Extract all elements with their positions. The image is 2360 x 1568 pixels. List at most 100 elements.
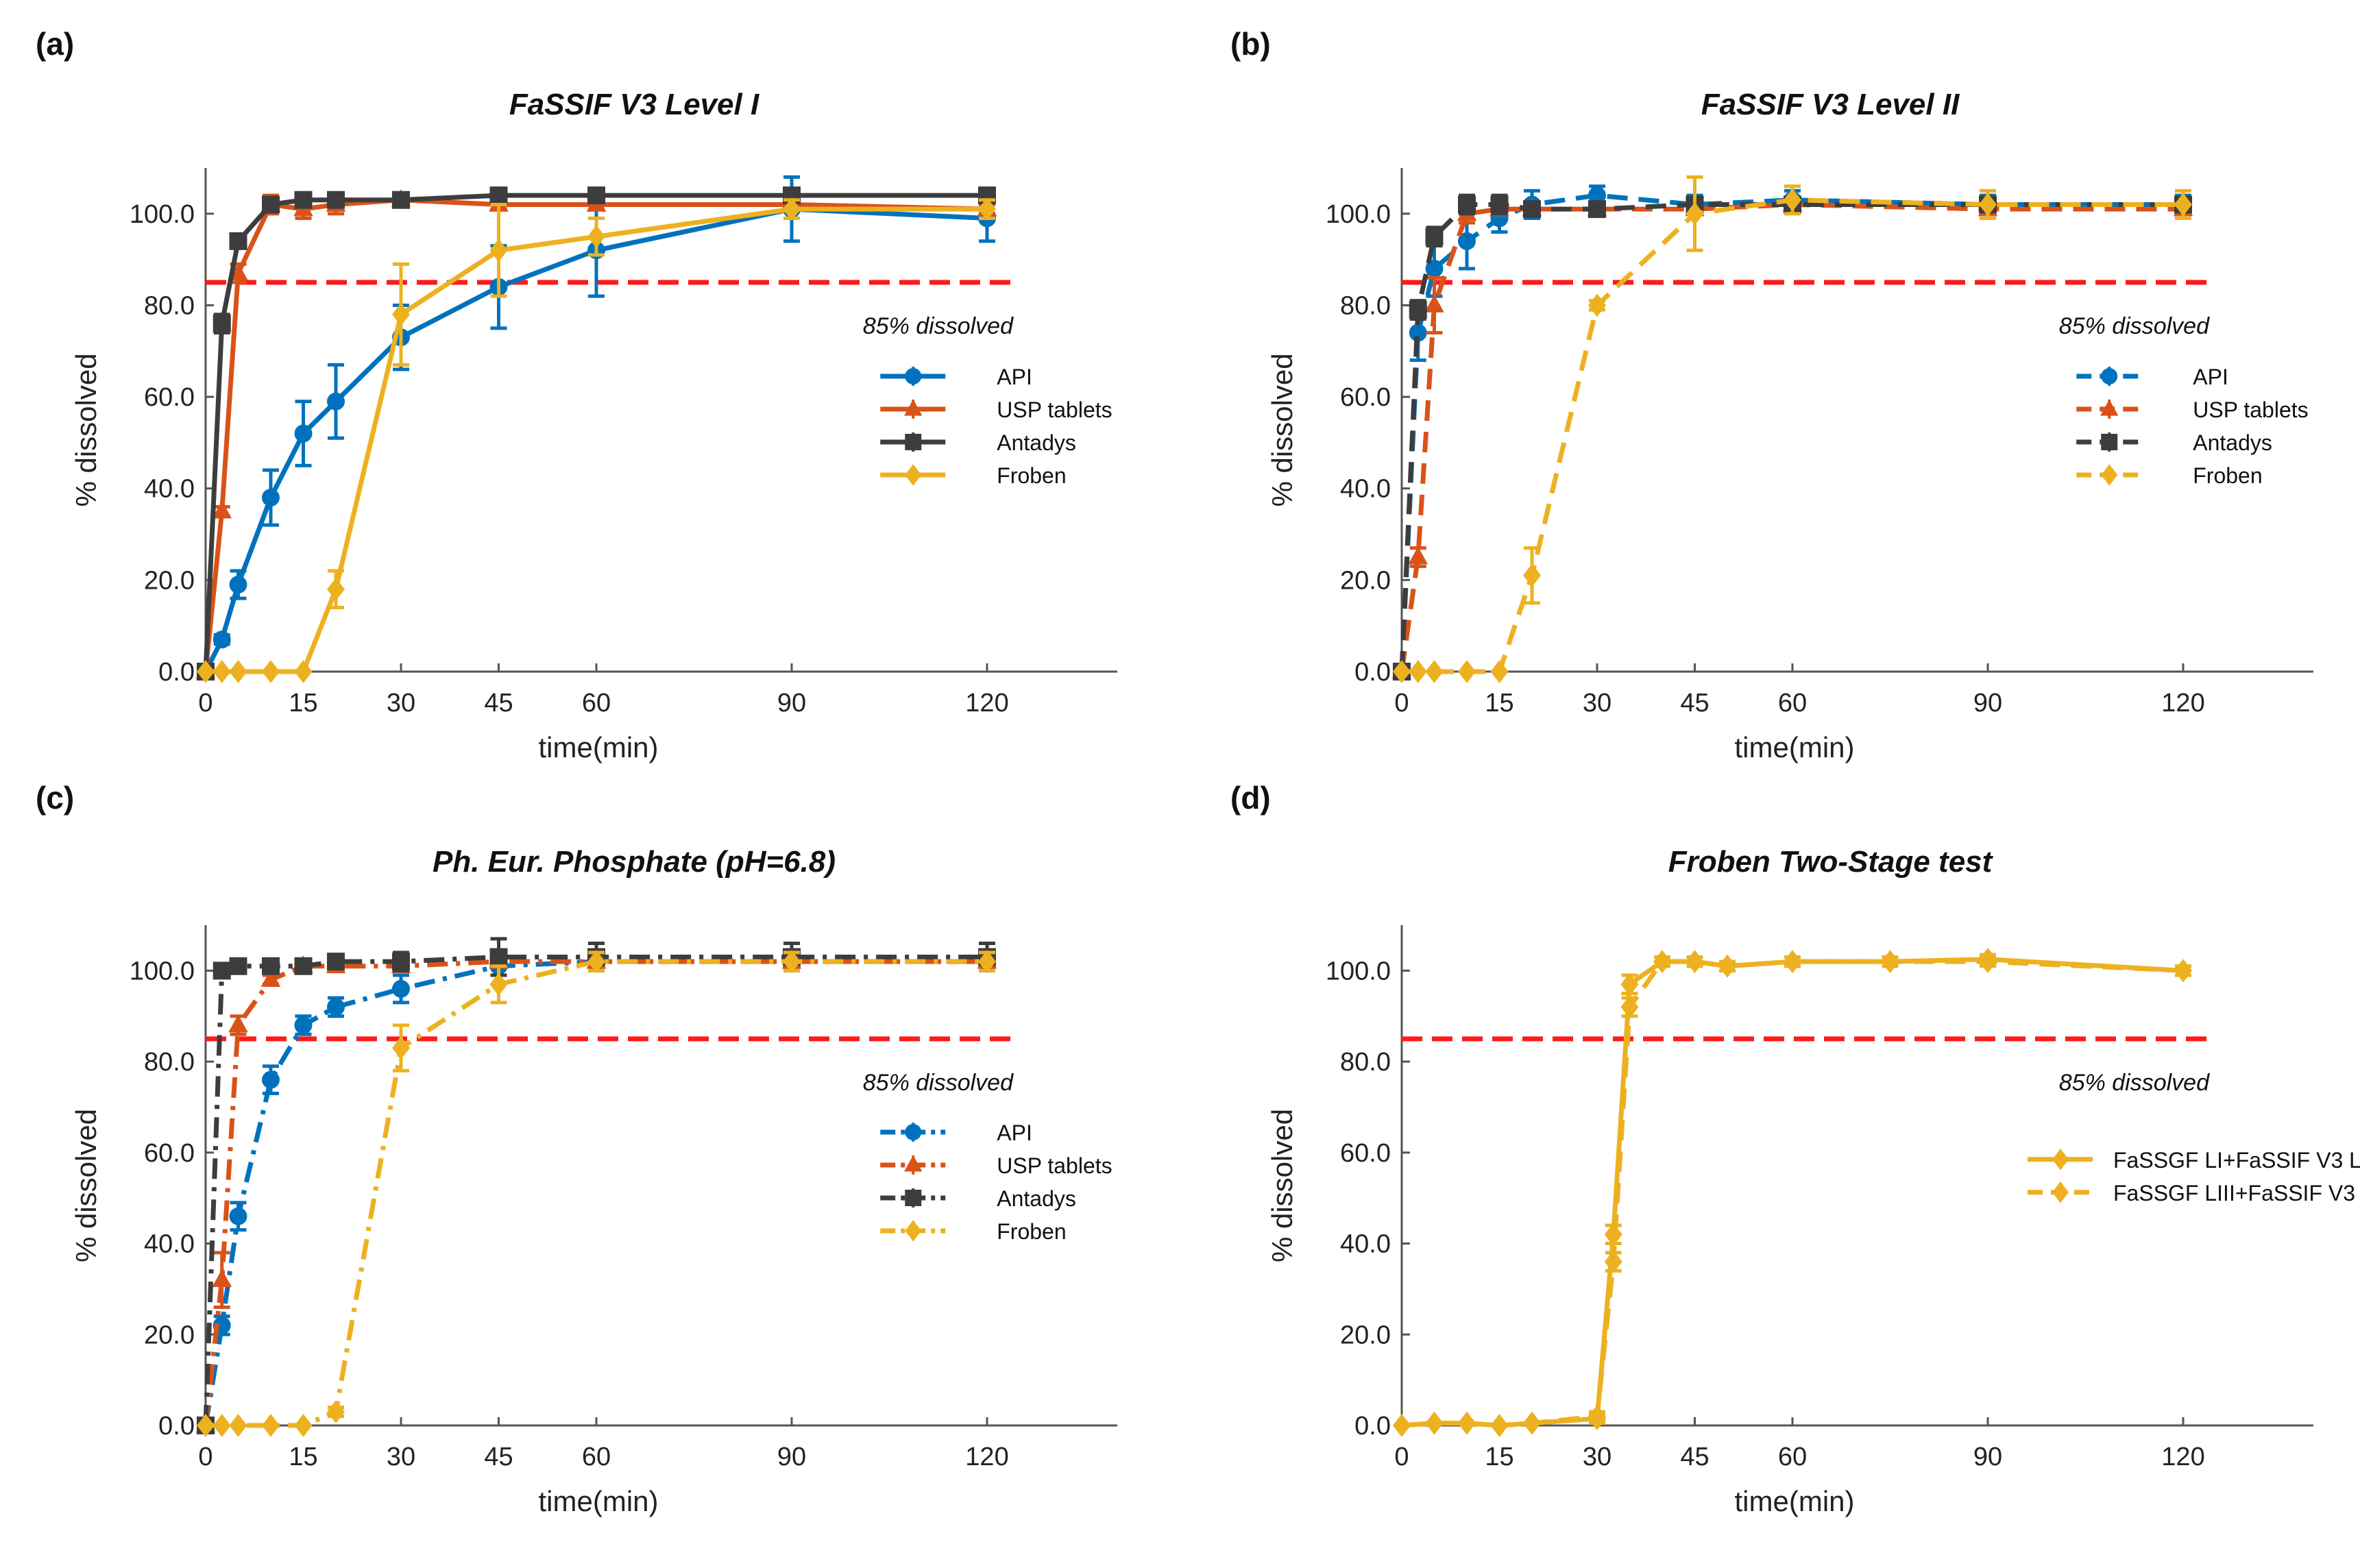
series-fassgf-liii-fassif-v3-lii <box>1393 950 2192 1437</box>
legend: API USP tablets Antadys Froben <box>880 1120 1112 1244</box>
data-point <box>1490 195 1509 214</box>
data-point <box>2174 193 2192 217</box>
data-point <box>262 1414 280 1437</box>
x-tick-label: 90 <box>1973 689 2002 718</box>
y-tick-label: 40.0 <box>1340 475 1391 504</box>
data-point <box>212 500 232 519</box>
series-usp-tablets <box>1391 193 2193 679</box>
series-line <box>1399 193 2183 672</box>
x-axis-label: time(min) <box>1735 731 1855 763</box>
legend-label: FaSSGF LI+FaSSIF V3 LI <box>2113 1148 2360 1173</box>
legend-marker <box>905 464 922 486</box>
legend: FaSSGF LI+FaSSIF V3 LI FaSSGF LIII+FaSSI… <box>2028 1148 2360 1205</box>
legend-label: API <box>997 1120 1032 1145</box>
series-line <box>203 954 987 1426</box>
data-point <box>489 238 508 262</box>
data-point <box>212 630 231 649</box>
legend-marker <box>2101 464 2118 486</box>
legend-marker <box>905 1189 922 1206</box>
y-axis-label: % dissolved <box>70 1109 102 1262</box>
series-fassgf-li-fassif-v3-li <box>1393 947 2192 1437</box>
chart-title: FaSSIF V3 Level II <box>1701 88 1960 121</box>
data-point <box>294 1016 313 1034</box>
series-api <box>1393 184 2192 681</box>
y-tick-label: 20.0 <box>1340 1321 1391 1349</box>
x-tick-label: 30 <box>387 689 415 718</box>
legend-marker <box>905 368 922 385</box>
x-tick-label: 0 <box>198 689 212 718</box>
data-point <box>1523 563 1541 587</box>
data-point <box>587 950 605 973</box>
data-point <box>229 957 247 975</box>
legend-label: API <box>997 365 1032 389</box>
data-point <box>197 1414 215 1437</box>
y-tick-label: 80.0 <box>1340 1048 1391 1077</box>
x-tick-label: 60 <box>1778 689 1807 718</box>
chart-title: Froben Two-Stage test <box>1668 845 1994 879</box>
x-tick-label: 30 <box>1583 689 1611 718</box>
data-point <box>1686 201 1704 225</box>
data-point <box>1393 1414 1411 1437</box>
panel-c: (c) Ph. Eur. Phosphate (pH=6.8) 0.0 20.0 40.… <box>36 780 1117 1517</box>
data-point <box>294 957 313 975</box>
data-point <box>1408 546 1428 565</box>
data-point <box>212 660 231 683</box>
y-tick-label: 100.0 <box>130 957 195 985</box>
panel-label: (d) <box>1230 780 1271 816</box>
x-tick-label: 60 <box>582 689 611 718</box>
data-point <box>262 1070 280 1089</box>
legend-label: API <box>2193 365 2228 389</box>
panel-b: (b) FaSSIF V3 Level II 0.0 20.0 40.0 60.0 80.0… <box>1230 26 2313 763</box>
y-tick-label: 0.0 <box>1354 1412 1391 1441</box>
data-point <box>1784 188 1801 212</box>
data-point <box>1458 660 1476 683</box>
data-point <box>587 225 605 249</box>
data-point <box>1523 200 1541 219</box>
data-point <box>229 660 247 683</box>
panel-label: (a) <box>36 26 74 62</box>
data-point <box>212 961 231 980</box>
x-tick-label: 0 <box>198 1443 212 1471</box>
x-tick-label: 120 <box>965 1443 1008 1471</box>
data-point <box>1604 1250 1622 1273</box>
data-point <box>197 660 215 683</box>
series-froben <box>197 950 996 1437</box>
data-point <box>212 1414 231 1437</box>
panel-label: (b) <box>1230 26 1271 62</box>
y-axis-label: % dissolved <box>70 353 102 506</box>
legend: API USP tablets Antadys Froben <box>2076 365 2309 488</box>
y-tick-label: 40.0 <box>144 475 195 504</box>
legend-label: USP tablets <box>997 397 1112 422</box>
x-axis-label: time(min) <box>539 1485 659 1517</box>
data-point <box>294 1414 313 1437</box>
y-tick-label: 80.0 <box>1340 291 1391 320</box>
series-line <box>203 959 987 1426</box>
chart-title: Ph. Eur. Phosphate (pH=6.8) <box>433 845 836 879</box>
data-point <box>1490 660 1509 683</box>
series-antadys <box>197 186 996 681</box>
data-point <box>1458 232 1476 250</box>
legend-label: Antadys <box>997 430 1076 455</box>
data-point <box>1425 1411 1444 1435</box>
panel-a: (a) FaSSIF V3 Level I 0.0 20.0 40.0 60.0 80.0 1… <box>36 26 1117 763</box>
series-line <box>203 959 987 1426</box>
data-point <box>294 660 313 683</box>
y-tick-label: 0.0 <box>1354 658 1391 687</box>
legend-label: USP tablets <box>2193 397 2308 422</box>
x-tick-label: 15 <box>1485 689 1513 718</box>
reference-line-label: 85% dissolved <box>2059 313 2210 339</box>
data-point <box>212 1269 232 1288</box>
data-point <box>1588 200 1606 219</box>
y-axis-label: % dissolved <box>1266 353 1298 506</box>
legend-label: Antadys <box>2193 430 2272 455</box>
data-point <box>229 1207 247 1225</box>
x-tick-label: 30 <box>1583 1443 1611 1471</box>
y-tick-label: 60.0 <box>1340 383 1391 412</box>
data-point <box>392 302 410 326</box>
series-usp-tablets <box>195 951 997 1433</box>
data-point <box>392 953 410 971</box>
data-point <box>260 969 281 988</box>
series-antadys <box>197 937 996 1434</box>
x-tick-label: 60 <box>1778 1443 1807 1471</box>
y-tick-label: 0.0 <box>158 658 195 687</box>
